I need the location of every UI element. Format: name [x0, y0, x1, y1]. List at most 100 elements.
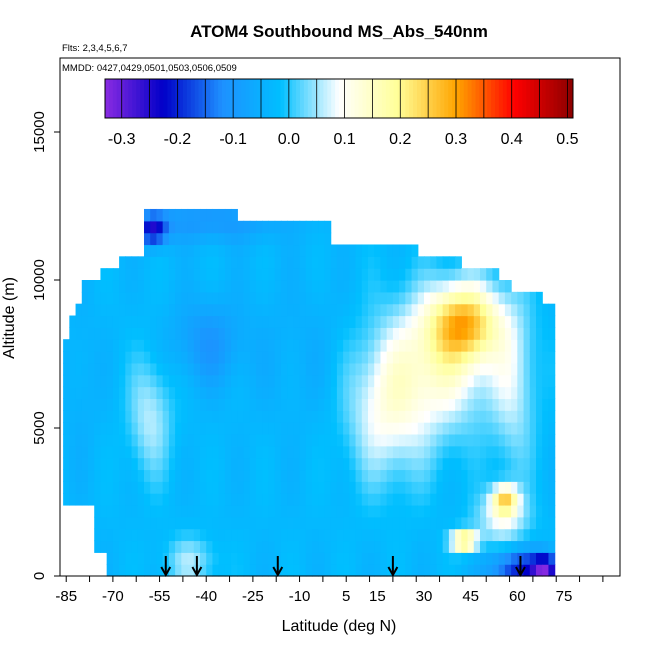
heatmap-cell	[305, 327, 313, 340]
heatmap-cell	[399, 280, 406, 293]
heatmap-cell	[430, 339, 438, 352]
heatmap-cell	[88, 457, 95, 471]
heatmap-cell	[280, 327, 288, 340]
heatmap-cell	[523, 303, 531, 317]
heatmap-cell	[274, 457, 282, 471]
heatmap-cell	[75, 457, 83, 471]
heatmap-cell	[492, 303, 500, 317]
heatmap-cell	[305, 516, 313, 530]
heatmap-cell	[330, 433, 338, 447]
heatmap-cell	[268, 564, 276, 577]
heatmap-cell	[411, 315, 419, 328]
heatmap-cell	[156, 232, 164, 246]
heatmap-cell	[212, 291, 220, 305]
heatmap-cell	[349, 540, 357, 553]
heatmap-cell	[162, 315, 170, 328]
heatmap-cell	[106, 540, 114, 553]
heatmap-cell	[480, 327, 487, 340]
heatmap-cell	[212, 386, 220, 399]
heatmap-cell	[162, 339, 170, 352]
heatmap-cell	[206, 469, 214, 482]
heatmap-cell	[305, 280, 313, 293]
heatmap-cell	[343, 504, 350, 518]
heatmap-cell	[106, 422, 114, 435]
heatmap-cell	[386, 244, 394, 257]
heatmap-cell	[150, 469, 158, 482]
heatmap-cell	[156, 303, 164, 317]
heatmap-cell	[280, 410, 288, 423]
heatmap-cell	[473, 362, 481, 376]
heatmap-cell	[181, 493, 189, 506]
heatmap-cell	[430, 457, 438, 471]
heatmap-cell	[517, 433, 525, 447]
heatmap-cell	[392, 481, 400, 494]
heatmap-cell	[336, 410, 344, 423]
heatmap-cell	[256, 232, 263, 246]
heatmap-cell	[305, 268, 313, 281]
heatmap-cell	[168, 445, 176, 459]
heatmap-cell	[299, 504, 307, 518]
heatmap-cell	[212, 493, 220, 506]
colorbar-segment	[385, 79, 391, 118]
heatmap-cell	[473, 552, 481, 565]
heatmap-cell	[486, 351, 494, 364]
heatmap-cell	[200, 268, 207, 281]
heatmap-cell	[224, 339, 232, 352]
heatmap-cell	[536, 410, 543, 423]
heatmap-cell	[69, 374, 77, 388]
heatmap-cell	[287, 386, 294, 399]
heatmap-cell	[237, 315, 245, 328]
heatmap-cell	[293, 516, 301, 530]
heatmap-cell	[249, 256, 257, 269]
heatmap-cell	[237, 386, 245, 399]
heatmap-cell	[144, 481, 151, 494]
heatmap-cell	[548, 481, 556, 494]
heatmap-cell	[380, 291, 388, 305]
heatmap-cell	[424, 469, 431, 482]
heatmap-cell	[492, 268, 500, 281]
heatmap-cell	[237, 433, 245, 447]
heatmap-cell	[324, 327, 332, 340]
heatmap-cell	[536, 493, 543, 506]
heatmap-cell	[187, 504, 195, 518]
heatmap-cell	[542, 398, 550, 411]
heatmap-cell	[200, 493, 207, 506]
heatmap-cell	[268, 362, 276, 376]
heatmap-cell	[473, 268, 481, 281]
heatmap-cell	[312, 362, 319, 376]
heatmap-cell	[417, 280, 425, 293]
heatmap-cell	[336, 457, 344, 471]
heatmap-cell	[193, 386, 201, 399]
heatmap-cell	[480, 422, 487, 435]
chart-title: ATOM4 Southbound MS_Abs_540nm	[190, 22, 488, 41]
heatmap-cell	[137, 386, 145, 399]
heatmap-cell	[181, 410, 189, 423]
heatmap-cell	[529, 540, 537, 553]
heatmap-cell	[256, 564, 263, 577]
colorbar-tick-label: -0.2	[164, 131, 192, 148]
heatmap-cell	[336, 398, 344, 411]
heatmap-cell	[206, 256, 214, 269]
heatmap-cell	[63, 445, 70, 459]
heatmap-cell	[231, 208, 238, 222]
heatmap-cell	[380, 528, 388, 542]
heatmap-cell	[187, 469, 195, 482]
heatmap-cell	[274, 268, 282, 281]
heatmap-cell	[249, 528, 257, 542]
heatmap-cell	[318, 528, 326, 542]
heatmap-cell	[343, 291, 350, 305]
colorbar-tick-label: -0.1	[219, 131, 247, 148]
heatmap-cell	[181, 327, 189, 340]
colorbar-segment	[249, 79, 254, 118]
heatmap-cell	[355, 303, 363, 317]
heatmap-cell	[349, 244, 357, 257]
heatmap-cell	[517, 374, 525, 388]
heatmap-cell	[536, 552, 543, 565]
heatmap-cell	[498, 351, 506, 364]
heatmap-cell	[473, 410, 481, 423]
heatmap-cell	[405, 445, 413, 459]
heatmap-cell	[548, 457, 556, 471]
heatmap-cell	[299, 374, 307, 388]
heatmap-cell	[517, 327, 525, 340]
heatmap-cell	[131, 528, 139, 542]
